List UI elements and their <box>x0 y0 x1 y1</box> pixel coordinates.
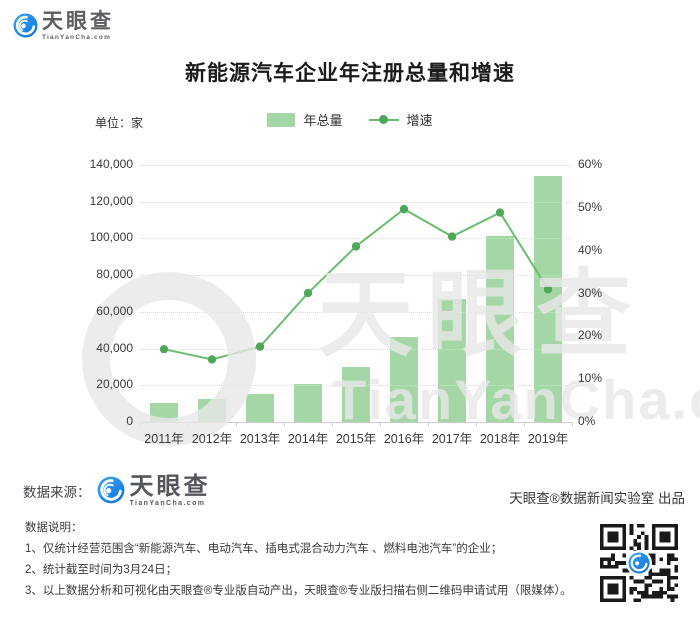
brand-domain: TianYanCha.com <box>42 34 112 41</box>
bar-2012年 <box>198 398 226 422</box>
grid-line <box>140 348 572 350</box>
x-axis-label: 2011年 <box>144 432 184 446</box>
tianyancha-logo-icon <box>97 476 125 504</box>
growth-point-2016年 <box>399 204 409 214</box>
x-axis-label: 2015年 <box>335 432 377 446</box>
growth-point-2015年 <box>351 242 361 251</box>
x-axis-tick <box>284 422 285 426</box>
grid-line <box>140 275 572 277</box>
legend-label-growth: 增速 <box>406 113 433 128</box>
x-axis-label: 2017年 <box>431 432 473 446</box>
header-logo: 天眼查 TianYanCha.com <box>13 11 114 41</box>
brand-name: 天眼查 <box>129 473 211 500</box>
qr-center-logo-icon <box>628 552 650 574</box>
brand-domain: TianYanCha.com <box>129 500 206 507</box>
x-axis-label: 2019年 <box>527 432 569 446</box>
growth-point-2017年 <box>447 232 457 241</box>
produced-by-label: 天眼查®数据新闻实验室 出品 <box>509 491 685 506</box>
x-axis-label: 2013年 <box>239 432 281 446</box>
qr-code <box>600 524 678 602</box>
bar-2014年 <box>294 384 322 422</box>
legend-item-growth[interactable]: 增速 <box>368 110 433 129</box>
bar-2016年 <box>390 337 418 422</box>
grid-line <box>140 201 572 203</box>
note-line-1: 1、仅统计经营范围含“新能源汽车、电动汽车、插电式混合动力汽车 、燃料电池汽车”… <box>25 543 503 555</box>
x-axis-tick <box>140 422 141 426</box>
data-notes: 数据说明： 1、仅统计经营范围含“新能源汽车、电动汽车、插电式混合动力汽车 、燃… <box>25 518 590 602</box>
y-axis-left-label: 120,000 <box>89 193 133 208</box>
line-legend-icon <box>368 115 399 124</box>
x-axis-tick <box>572 422 573 426</box>
x-axis-tick <box>476 422 477 426</box>
legend-label-total: 年总量 <box>303 113 343 128</box>
y-axis-left-label: 140,000 <box>89 157 133 171</box>
notes-heading: 数据说明： <box>25 522 83 534</box>
unit-label: 单位：家 <box>95 116 144 130</box>
growth-point-2019年 <box>543 285 553 294</box>
tianyancha-logo-icon <box>13 13 38 38</box>
note-line-2: 2、统计截至时间为3月24日； <box>25 564 178 576</box>
source-label: 数据来源： <box>23 484 91 500</box>
x-axis-tick <box>428 422 429 426</box>
bar-2019年 <box>534 175 562 422</box>
y-axis-left-label: 20,000 <box>96 377 133 392</box>
growth-point-2013年 <box>255 342 265 351</box>
grid-line <box>140 165 572 166</box>
x-axis-label: 2012年 <box>191 432 233 446</box>
bar-2017年 <box>438 298 466 422</box>
growth-point-2012年 <box>207 355 217 364</box>
x-axis-tick <box>380 422 381 426</box>
bar-2011年 <box>150 403 178 422</box>
x-axis-label: 2016年 <box>383 432 425 446</box>
y-axis-right-label: 60% <box>578 157 603 171</box>
y-axis-left-label: 0 <box>126 414 133 428</box>
grid-line <box>140 385 572 387</box>
x-axis-label: 2018年 <box>479 432 521 446</box>
growth-line <box>159 204 553 364</box>
bar-2018年 <box>486 236 514 422</box>
grid-line <box>140 238 572 240</box>
y-axis-right-label: 50% <box>578 199 603 214</box>
x-axis-line <box>140 422 572 423</box>
y-axis-left-label: 100,000 <box>89 230 133 245</box>
y-axis-left-label: 40,000 <box>96 340 133 355</box>
growth-point-2011年 <box>159 344 169 354</box>
data-source-row: 数据来源： 天眼查 TianYanCha.com <box>23 474 211 507</box>
footer-logo: 天眼查 TianYanCha.com <box>97 474 211 507</box>
brand-name: 天眼查 <box>42 10 114 33</box>
y-axis-right-label: 0% <box>578 414 596 428</box>
page-title: 新能源汽车企业年注册总量和增速 <box>185 62 515 85</box>
x-axis-tick <box>236 422 237 426</box>
grid-line <box>140 311 572 313</box>
y-axis-right-label: 20% <box>578 328 603 343</box>
note-line-3: 3、以上数据分析和可视化由天眼查®专业版自动产出，天眼查®专业版扫描右侧二维码申… <box>25 585 572 597</box>
bar-2015年 <box>342 366 370 422</box>
y-axis-left-label: 60,000 <box>96 303 133 318</box>
growth-point-2018年 <box>495 208 505 217</box>
legend-item-total[interactable]: 年总量 <box>267 110 343 129</box>
bar-legend-swatch <box>267 112 296 127</box>
x-axis-tick <box>524 422 525 426</box>
y-axis-left-label: 80,000 <box>96 267 133 282</box>
y-axis-right-label: 30% <box>578 285 603 300</box>
y-axis-right-label: 10% <box>578 371 603 386</box>
x-axis-tick <box>332 422 333 426</box>
bar-line-chart: 天眼查 TianYanCha.com 020,00040,00060,00080… <box>0 150 700 460</box>
x-axis-label: 2014年 <box>287 432 329 446</box>
growth-point-2014年 <box>303 288 313 298</box>
x-axis-tick <box>188 422 189 426</box>
chart-legend: 年总量 增速 <box>0 110 700 129</box>
y-axis-right-label: 40% <box>578 242 603 257</box>
